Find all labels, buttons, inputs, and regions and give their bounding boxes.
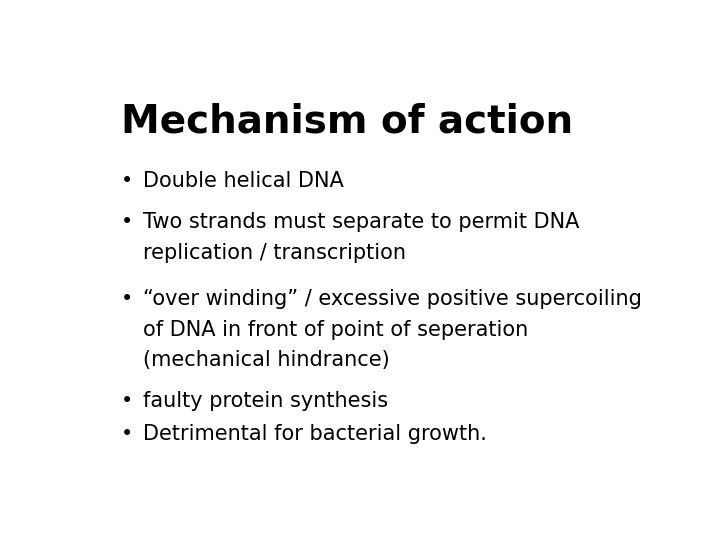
Text: Mechanism of action: Mechanism of action [121,102,573,140]
Text: of DNA in front of point of seperation: of DNA in front of point of seperation [143,320,528,340]
Text: faulty protein synthesis: faulty protein synthesis [143,391,388,411]
Text: “over winding” / excessive positive supercoiling: “over winding” / excessive positive supe… [143,289,642,309]
Text: Two strands must separate to permit DNA: Two strands must separate to permit DNA [143,212,580,232]
Text: •: • [121,289,133,309]
Text: •: • [121,212,133,232]
Text: •: • [121,424,133,444]
Text: Double helical DNA: Double helical DNA [143,171,343,191]
Text: replication / transcription: replication / transcription [143,243,406,263]
Text: (mechanical hindrance): (mechanical hindrance) [143,350,390,370]
Text: •: • [121,171,133,191]
Text: Detrimental for bacterial growth.: Detrimental for bacterial growth. [143,424,487,444]
Text: •: • [121,391,133,411]
